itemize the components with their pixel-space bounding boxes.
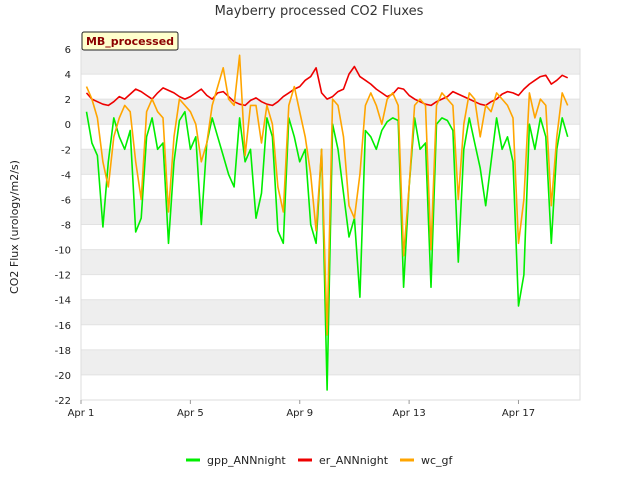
y-axis-ticks: 6 4 2 0 -2 -4 -6 -8 -10 -12 -14 -16 -18 -20 -22: [55, 45, 71, 407]
plot-band: [81, 49, 580, 75]
y-axis-label: CO2 Flux (urology/m2/s): [8, 160, 21, 294]
chart-title: Mayberry processed CO2 Fluxes: [215, 4, 424, 19]
series-line-gpp_ANNnight: [85, 110, 569, 391]
x-axis-ticks: Apr 1 Apr 5 Apr 9 Apr 13 Apr 17: [68, 400, 535, 419]
y-tick-label: 4: [65, 70, 71, 81]
source-badge-label: MB_processed: [86, 35, 174, 48]
y-tick-label: -12: [55, 271, 71, 282]
x-tick-label: Apr 17: [502, 408, 535, 419]
y-tick-label: -16: [55, 321, 71, 332]
source-badge-box: [81, 31, 179, 51]
legend-label-er_ANNnight: er_ANNnight: [319, 454, 389, 467]
legend: gpp_ANNnight er_ANNnight wc_gf: [186, 454, 454, 467]
y-tick-label: -14: [55, 296, 71, 307]
legend-label-gpp_ANNnight: gpp_ANNnight: [207, 454, 286, 467]
y-tick-label: -8: [61, 221, 71, 232]
y-tick-label: -18: [55, 346, 71, 357]
source-badge: MB_processed: [81, 31, 179, 51]
x-tick-label: Apr 1: [68, 408, 95, 419]
y-tick-label: -10: [55, 246, 71, 257]
legend-label-wc_gf: wc_gf: [421, 454, 454, 467]
y-tick-label: -4: [61, 170, 71, 181]
y-tick-label: -22: [55, 396, 71, 407]
plot-band: [81, 349, 580, 375]
x-tick-label: Apr 5: [177, 408, 204, 419]
plot-frame: [80, 48, 581, 401]
series-line-er_ANNnight: [85, 65, 569, 107]
plot-band: [81, 299, 580, 325]
y-tick-label: 0: [65, 120, 71, 131]
x-tick-label: Apr 9: [286, 408, 313, 419]
y-tick-label: -2: [61, 145, 71, 156]
x-tick-label: Apr 13: [393, 408, 426, 419]
y-tick-label: 6: [65, 45, 71, 56]
series-line-wc_gf: [85, 54, 569, 336]
series-layer: [85, 54, 569, 391]
y-tick-label: -6: [61, 195, 71, 206]
y-tick-label: -20: [55, 371, 71, 382]
y-tick-label: 2: [65, 95, 71, 106]
